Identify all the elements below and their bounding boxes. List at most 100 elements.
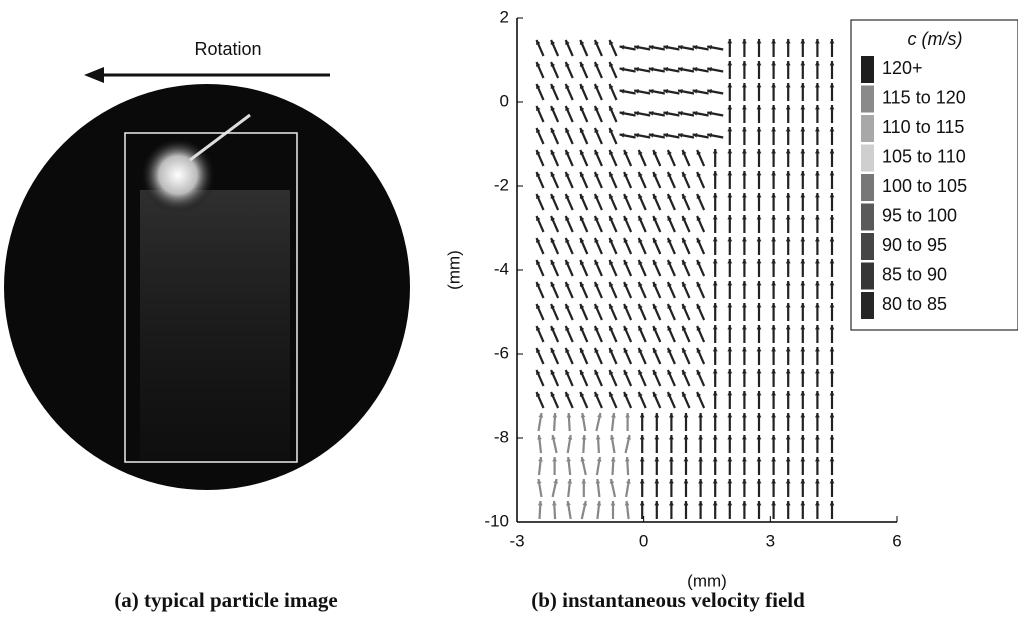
vector-head [696,392,702,397]
vector-head [582,501,588,506]
vector-head [682,260,687,265]
vector-head [771,457,776,462]
vector-head [683,501,689,506]
vector-head [696,150,702,155]
y-tick-label: -6 [494,343,509,362]
vector-head [638,304,643,309]
vector-head [667,392,672,397]
vector-head [609,150,614,155]
vector-head [594,392,599,397]
vector-head [771,61,776,66]
vector-head [536,348,541,353]
vector-head [537,435,542,440]
vector-head [594,106,599,111]
vector-head [682,348,687,353]
vector-head [742,127,747,132]
vector-head [552,413,558,418]
vector-head [652,370,658,375]
vector-head [800,61,806,66]
vector-head [565,62,570,67]
vector-head [550,172,556,177]
vector-head [652,194,658,199]
vector-head [800,127,806,132]
vector-head [624,501,630,506]
vector-head [800,259,806,264]
vector-head [771,149,776,154]
vector-head [652,216,658,221]
vector-head [595,479,601,484]
vector-head [712,347,718,352]
legend-label: 80 to 85 [882,294,947,314]
vector-head [565,40,570,45]
vector-head [829,369,835,374]
vector-head [623,150,629,155]
vector-head [579,106,585,111]
vector-head [550,84,556,89]
vector-head [667,348,672,353]
vector-head [623,304,629,309]
vector-head [682,282,687,287]
vector-head [815,171,820,176]
vector-head [727,391,733,396]
vector-head [594,40,599,45]
vector-head [663,88,669,94]
vector-head [609,62,614,67]
vector-head [639,435,645,440]
vector-head [785,39,791,44]
particle-image: Rotation (a) typical particle image [4,39,410,612]
vector-head [638,216,643,221]
vector-head [683,479,689,484]
y-axis-label: (mm) [444,250,463,290]
vector-head [623,238,629,243]
vector-head [771,259,776,264]
vector-head [698,501,703,506]
vector-head [594,172,599,177]
vector-head [756,237,762,242]
legend-swatch [861,115,874,142]
vector-head [771,391,776,396]
vector-head [638,348,643,353]
vector-head [550,304,556,309]
vector-head [638,326,643,331]
vector-head [829,171,835,176]
vector-head [712,149,718,154]
vector-head [623,194,629,199]
vector-head [634,66,639,72]
vector-head [756,193,762,198]
legend-label: 95 to 100 [882,205,957,225]
vector-head [594,370,599,375]
vector-head [785,149,791,154]
vector-head [619,66,625,72]
legend-swatch [861,292,874,319]
legend-swatch [861,144,874,172]
vector-head [800,215,806,220]
vector-head [663,44,669,50]
vector-head [829,215,835,220]
vector-head [610,501,616,506]
vector-head [771,193,776,198]
vector-head [696,282,702,287]
vector-head [594,238,599,243]
vector-head [682,392,687,397]
vector-head [536,479,542,484]
vector-head [634,132,639,138]
vector-head [682,326,687,331]
vector-head [594,62,599,67]
vector-head [638,172,643,177]
vector-head [536,260,541,265]
vector-head [579,326,585,331]
vector-head [785,457,791,462]
vector-head [742,347,747,352]
vector-head [696,348,702,353]
vector-head [579,392,585,397]
vector-head [638,370,643,375]
vector-head [552,457,557,462]
vector-head [727,347,733,352]
vector-head [692,110,698,116]
vector-head [623,282,629,287]
vector-head [536,326,541,331]
x-tick-label: 0 [639,531,648,550]
y-tick-label: 2 [500,7,509,26]
streak [189,113,251,162]
vector-head [742,149,747,154]
